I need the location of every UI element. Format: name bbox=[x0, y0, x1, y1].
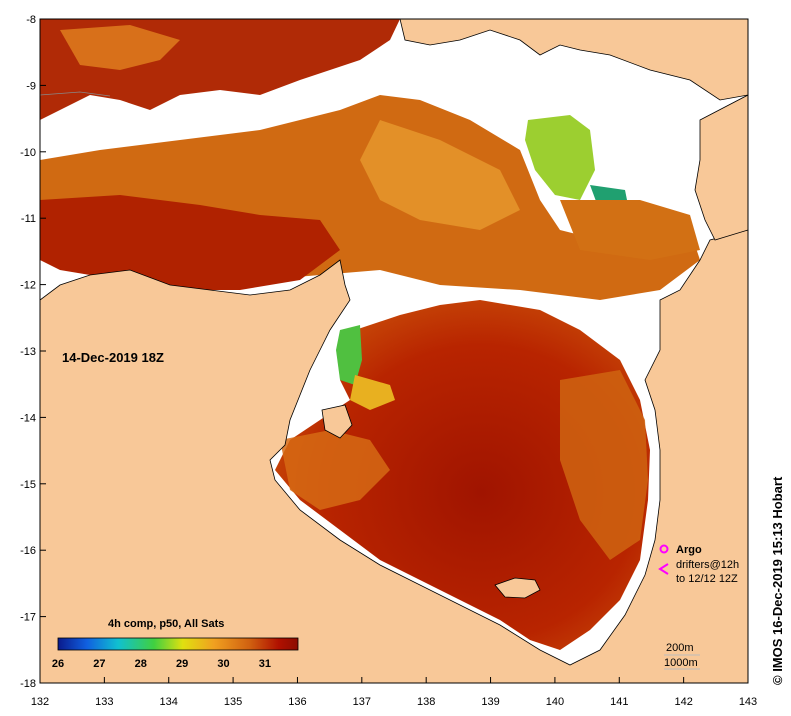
sst-north-west-orange bbox=[60, 25, 180, 70]
colorbar-tick-label: 26 bbox=[52, 658, 64, 670]
colorbar-tick-label: 30 bbox=[217, 658, 229, 670]
sst-green-groote bbox=[336, 325, 362, 385]
sst-gulf-east-orange bbox=[560, 370, 648, 560]
lon-tick-label: 142 bbox=[674, 696, 692, 708]
colorbar-tick-label: 29 bbox=[176, 658, 188, 670]
lon-tick-label: 133 bbox=[95, 696, 113, 708]
drifter-marker-icon bbox=[658, 563, 669, 575]
legend: Argo drifters@12h to 12/12 12Z bbox=[658, 544, 739, 585]
argo-marker-icon bbox=[659, 544, 669, 554]
sst-east-orange bbox=[560, 200, 700, 260]
drifters-sub-label: to 12/12 12Z bbox=[676, 573, 738, 585]
colorbar-tick-label: 27 bbox=[93, 658, 105, 670]
lat-tick-label: -8 bbox=[26, 14, 36, 26]
colorbar-title: 4h comp, p50, All Sats bbox=[108, 618, 224, 630]
credit-text: © IMOS 16-Dec-2019 15:13 Hobart bbox=[770, 476, 785, 685]
lat-tick-label: -12 bbox=[20, 280, 36, 292]
lat-tick-label: -18 bbox=[20, 678, 36, 690]
lat-tick-label: -10 bbox=[20, 147, 36, 159]
colorbar-tick-label: 28 bbox=[135, 658, 147, 670]
sst-green-north bbox=[525, 115, 595, 200]
lat-tick-label: -11 bbox=[21, 213, 36, 225]
sst-arafura-light bbox=[360, 120, 520, 230]
contour-200m-label: 200m bbox=[666, 642, 694, 654]
sst-arafura-red bbox=[40, 195, 340, 290]
contour-legend: 200m 1000m bbox=[664, 642, 700, 670]
sst-yellow-plume bbox=[350, 375, 395, 410]
map-title: 14-Dec-2019 18Z bbox=[62, 350, 164, 365]
lon-tick-label: 143 bbox=[739, 696, 757, 708]
contour-200m bbox=[40, 91, 111, 97]
lon-tick-label: 137 bbox=[353, 696, 371, 708]
colorbar-labels: 26 27 28 29 30 31 bbox=[52, 658, 271, 670]
argo-label: Argo bbox=[676, 544, 702, 556]
lat-tick-label: -15 bbox=[20, 479, 36, 491]
latitude-axis: -8 -9 -10 -11 -12 -13 -14 -15 -16 -17 -18 bbox=[20, 14, 46, 690]
lat-tick-label: -13 bbox=[20, 346, 36, 358]
lat-tick-label: -14 bbox=[20, 412, 36, 424]
land-northern-territory bbox=[40, 229, 748, 683]
land-groote-eylandt bbox=[321, 404, 353, 439]
lon-tick-label: 141 bbox=[610, 696, 628, 708]
sst-gulf-west-orange bbox=[280, 430, 390, 510]
lat-tick-label: -16 bbox=[20, 545, 36, 557]
colorbar: 4h comp, p50, All Sats 26 27 28 29 30 31 bbox=[52, 618, 299, 670]
lon-tick-label: 135 bbox=[224, 696, 242, 708]
lat-tick-label: -9 bbox=[26, 80, 36, 92]
land-cape-york bbox=[694, 94, 748, 241]
lon-tick-label: 140 bbox=[546, 696, 564, 708]
longitude-axis: 132 133 134 135 136 137 138 139 140 141 142 143 bbox=[31, 677, 757, 708]
lon-tick-label: 139 bbox=[481, 696, 499, 708]
lon-tick-label: 134 bbox=[160, 696, 178, 708]
lon-tick-label: 136 bbox=[288, 696, 306, 708]
lat-tick-label: -17 bbox=[20, 612, 36, 624]
contour-1000m-label: 1000m bbox=[664, 657, 698, 669]
colorbar-gradient bbox=[57, 637, 299, 651]
land-mornington-island bbox=[494, 577, 541, 599]
lon-tick-label: 132 bbox=[31, 696, 49, 708]
lon-tick-label: 138 bbox=[417, 696, 435, 708]
drifters-label: drifters@12h bbox=[676, 559, 739, 571]
land-new-guinea bbox=[399, 19, 748, 101]
colorbar-tick-label: 31 bbox=[259, 658, 271, 670]
